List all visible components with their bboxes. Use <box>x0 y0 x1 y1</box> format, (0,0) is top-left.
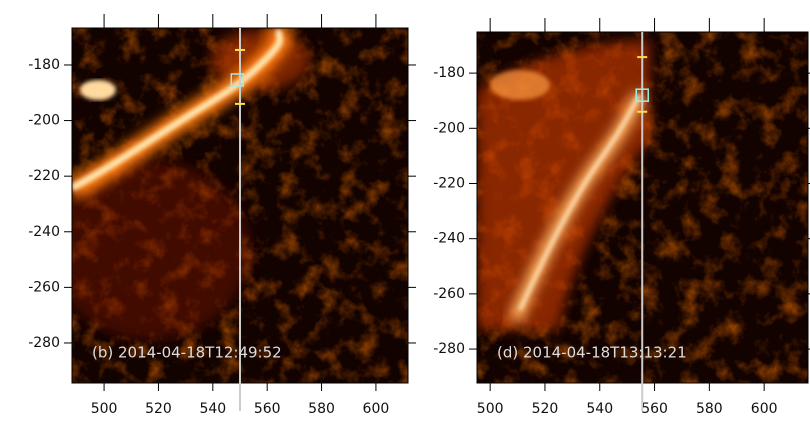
y-tick-label: -180 <box>28 57 60 73</box>
x-tick-label: 540 <box>586 401 613 417</box>
y-tick-label: -200 <box>28 113 60 129</box>
x-tick-label: 500 <box>91 401 118 417</box>
x-tick-label: 560 <box>641 401 668 417</box>
y-tick-label: -180 <box>433 65 465 81</box>
x-tick-label: 500 <box>477 401 504 417</box>
panel-label: (d) 2014-04-18T13:13:21 <box>497 344 687 362</box>
x-tick-label: 600 <box>363 401 390 417</box>
x-tick-label: 520 <box>145 401 172 417</box>
y-tick-label: -220 <box>433 175 465 191</box>
y-tick-label: -240 <box>433 231 465 247</box>
y-tick-label: -220 <box>28 168 60 184</box>
x-tick-label: 540 <box>199 401 226 417</box>
y-tick-label: -200 <box>433 120 465 136</box>
x-tick-label: 560 <box>254 401 281 417</box>
solar-image <box>50 28 408 383</box>
y-tick-label: -240 <box>28 224 60 240</box>
x-tick-label: 580 <box>308 401 335 417</box>
y-tick-label: -280 <box>433 341 465 357</box>
x-tick-label: 520 <box>532 401 559 417</box>
figure: -180 -200 -220 -240 -260 -280 500 520 540 560 580 6… <box>0 0 810 421</box>
panel-label: (b) 2014-04-18T12:49:52 <box>92 344 282 362</box>
x-tick-label: 600 <box>751 401 778 417</box>
x-tick-label: 580 <box>696 401 723 417</box>
y-tick-label: -260 <box>433 286 465 302</box>
y-tick-label: -260 <box>28 279 60 295</box>
y-tick-label: -280 <box>28 335 60 351</box>
